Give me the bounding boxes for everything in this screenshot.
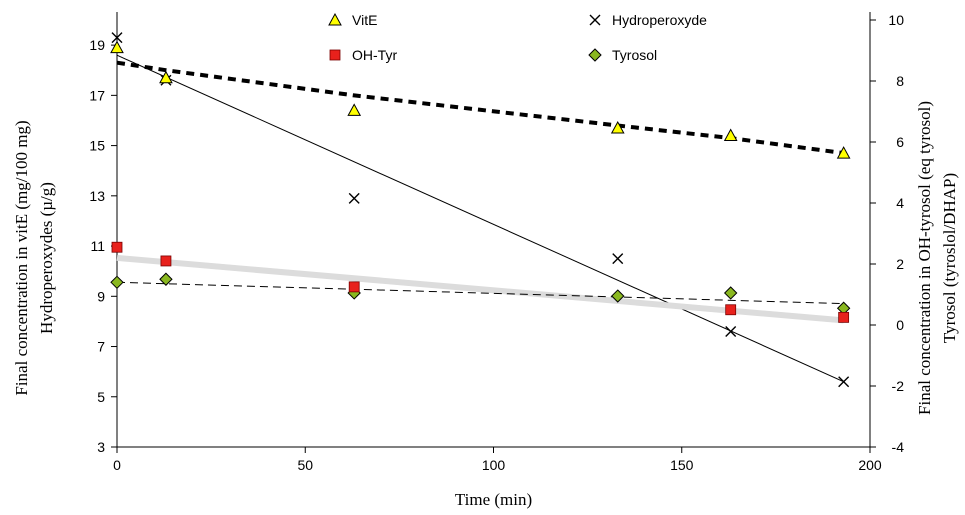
trendline-hydroperoxyde <box>116 54 844 383</box>
point-oh-tyr <box>838 311 850 323</box>
point-oh-tyr <box>111 241 123 253</box>
point-tyrosol <box>159 272 173 286</box>
y-left-tick-label: 3 <box>97 439 105 455</box>
point-vite <box>610 120 625 134</box>
y-right-tick-label: 4 <box>896 195 904 211</box>
y-left-axis-subtitle: Hydroperoxydes (µ/g) <box>37 182 56 334</box>
trendline-oh-tyr <box>116 254 844 324</box>
y-left-tick-label: 17 <box>89 87 105 103</box>
y-left-tick-label: 11 <box>90 238 105 254</box>
y-right-tick-label: 2 <box>896 256 904 272</box>
x-tick-label: 50 <box>297 457 313 473</box>
legend: VitE Hydroperoxyde OH-Tyr Tyrosol <box>328 12 707 63</box>
y-left-tick-label: 19 <box>89 37 105 53</box>
point-hydroperoxyde <box>612 253 624 265</box>
y-right-axis-subtitle: Tyrosol (tyroslol/DHAP) <box>940 173 959 343</box>
trend-lines <box>116 54 844 383</box>
data-points <box>110 32 851 388</box>
x-tick-label: 150 <box>670 457 694 473</box>
trendline-vite <box>116 60 844 156</box>
point-oh-tyr <box>348 281 360 293</box>
point-hydroperoxyde <box>348 192 360 204</box>
y-right-tick-label: 10 <box>888 12 904 28</box>
legend-marker-tyrosol <box>588 48 602 62</box>
point-oh-tyr <box>725 304 737 316</box>
point-vite <box>836 146 851 159</box>
point-hydroperoxyde <box>725 325 737 337</box>
point-hydroperoxyde <box>111 32 123 44</box>
x-tick-label: 200 <box>858 457 882 473</box>
point-tyrosol <box>611 289 625 303</box>
axes: 0 50 100 150 200 3 5 7 9 11 13 15 17 19 -4 -2 0 2 4 6 8 10 <box>89 12 904 473</box>
x-tick-label: 100 <box>482 457 506 473</box>
legend-label-oh-tyr: OH-Tyr <box>352 47 397 63</box>
y-right-tick-label: 6 <box>896 134 904 150</box>
x-tick-label: 0 <box>113 457 121 473</box>
point-vite <box>159 70 173 84</box>
point-oh-tyr <box>160 255 172 267</box>
y-left-axis-title: Final concentration in vitE (mg/100 mg) <box>12 120 31 395</box>
trendline-tyrosol <box>116 281 844 305</box>
y-left-tick-label: 5 <box>97 389 105 405</box>
y-right-tick-label: 0 <box>896 317 904 333</box>
point-tyrosol <box>723 286 738 300</box>
y-left-tick-label: 13 <box>89 188 105 204</box>
y-right-axis-title: Final concentration in OH-tyrosol (eq ty… <box>915 101 934 415</box>
y-right-tick-label: -4 <box>892 439 905 455</box>
axis-titles: Time (min) Final concentration in vitE (m… <box>12 101 959 509</box>
y-right-tick-label: -2 <box>892 378 905 394</box>
legend-marker-oh-tyr <box>329 49 341 61</box>
y-right-tick-label: 8 <box>896 73 904 89</box>
point-tyrosol <box>110 275 124 290</box>
point-vite <box>110 40 124 54</box>
legend-label-vite: VitE <box>352 12 377 28</box>
y-left-tick-label: 9 <box>97 288 105 304</box>
point-vite <box>723 128 738 142</box>
point-vite <box>347 103 362 116</box>
legend-label-hydroperoxyde: Hydroperoxyde <box>612 12 707 28</box>
point-hydroperoxyde <box>838 376 850 388</box>
legend-marker-hydroperoxyde <box>589 14 601 26</box>
y-left-tick-label: 15 <box>89 138 105 154</box>
x-axis-title: Time (min) <box>455 490 532 509</box>
legend-marker-vite <box>328 12 342 26</box>
legend-label-tyrosol: Tyrosol <box>612 47 657 63</box>
y-left-tick-label: 7 <box>97 339 105 355</box>
